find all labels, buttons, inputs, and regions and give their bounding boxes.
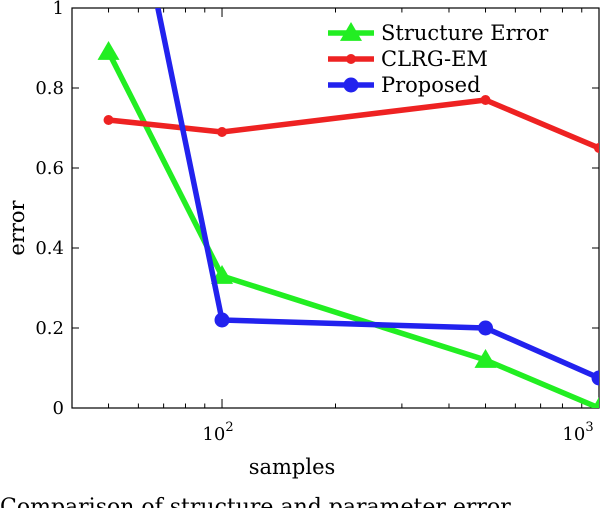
error-vs-samples-chart: 0 0.2 0.4 0.6 0.8 1 102 103 samples error Struc…: [5, 0, 600, 479]
y-tick-label: 0.6: [35, 158, 64, 179]
data-point-clrg-em: [103, 115, 114, 125]
data-point-clrg-em: [480, 95, 491, 105]
data-point-clrg-em: [217, 127, 228, 137]
data-point-structure-error: [474, 349, 497, 368]
figure-caption: Comparison of structure and parameter er…: [0, 495, 511, 508]
x-axis-title: samples: [249, 455, 336, 479]
data-point-proposed: [214, 312, 230, 328]
legend-marker-proposed: [343, 77, 359, 93]
legend-marker-clrg-em: [346, 54, 356, 64]
x-tick-label: 103: [562, 420, 593, 445]
y-tick-label: 1: [53, 0, 64, 19]
data-point-structure-error: [211, 265, 234, 284]
legend-label-proposed: Proposed: [381, 73, 481, 97]
y-tick-label: 0.4: [35, 238, 64, 259]
y-axis-title: error: [5, 199, 29, 255]
series-layer: [97, 8, 599, 408]
data-point-structure-error: [97, 41, 120, 60]
axis-ticks: 0 0.2 0.4 0.6 0.8 1 102 103: [35, 0, 600, 445]
series-line-structure-error: [106, 50, 599, 408]
series-line-proposed: [155, 8, 599, 381]
series-line-clrg-em: [108, 97, 599, 151]
y-tick-label: 0.8: [35, 78, 64, 99]
data-point-proposed: [591, 370, 599, 386]
data-point-structure-error: [592, 397, 599, 408]
y-tick-label: 0.2: [35, 318, 64, 339]
y-tick-label: 0: [53, 398, 64, 419]
x-tick-label: 102: [202, 420, 233, 445]
data-point-clrg-em: [594, 143, 599, 153]
legend-label-clrg-em: CLRG-EM: [381, 47, 488, 71]
legend-marker-structure-error: [340, 22, 362, 41]
plot-axes: [71, 7, 600, 409]
plot-frame: [71, 7, 600, 409]
data-point-proposed: [478, 320, 494, 336]
legend-label-structure-error: Structure Error: [381, 21, 549, 45]
